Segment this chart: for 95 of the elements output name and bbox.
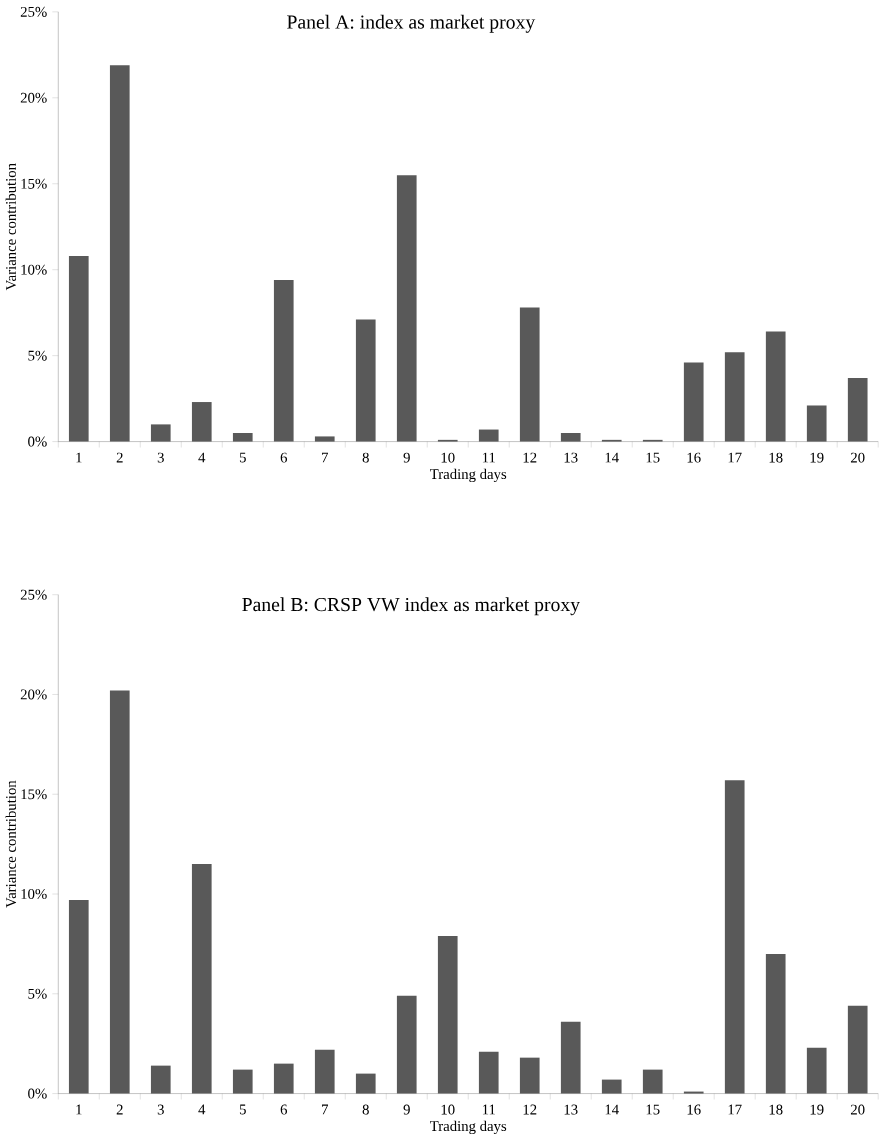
chart-title: Panel B: CRSP VW index as market proxy	[242, 597, 580, 616]
bar	[191, 402, 212, 442]
chart-title: Panel A: index as market proxy	[287, 14, 536, 33]
y-tick-label: 20%	[20, 689, 47, 700]
x-tick-label: 12	[523, 452, 537, 463]
x-tick-label: 15	[646, 452, 660, 463]
x-tick-label: 12	[523, 1104, 537, 1115]
bar	[519, 307, 540, 442]
bar	[724, 352, 745, 442]
bar	[683, 362, 704, 442]
bar	[109, 65, 130, 442]
bar	[683, 1091, 704, 1094]
x-tick-label: 14	[605, 452, 619, 463]
x-tick-label: 20	[850, 1104, 865, 1115]
bar	[478, 429, 499, 442]
bar	[724, 780, 745, 1094]
x-axis-title: Trading days	[430, 468, 507, 483]
bar	[437, 935, 458, 1094]
y-tick-label: 20%	[20, 92, 47, 103]
x-tick-label: 8	[362, 452, 369, 463]
bar	[273, 1063, 294, 1094]
x-tick-label: 11	[482, 1104, 495, 1115]
x-tick-label: 9	[403, 1104, 410, 1115]
y-tick-label: 5%	[28, 350, 47, 361]
x-tick-label: 19	[810, 1104, 824, 1115]
x-tick-label: 10	[441, 1104, 455, 1115]
bar	[150, 1065, 171, 1094]
bar	[355, 319, 376, 442]
bar	[150, 424, 171, 442]
bar	[560, 1021, 581, 1094]
bar	[396, 995, 417, 1094]
x-tick-label: 13	[564, 1104, 578, 1115]
x-tick-label: 4	[198, 452, 206, 463]
x-tick-label: 3	[157, 1104, 164, 1115]
bar	[806, 405, 827, 442]
x-tick-label: 6	[280, 1104, 287, 1115]
x-tick-label: 17	[728, 1104, 742, 1115]
x-tick-label: 5	[239, 1104, 246, 1115]
bar	[519, 1057, 540, 1094]
y-axis-title: Variance contribution	[5, 163, 17, 291]
x-tick-label: 6	[280, 452, 287, 463]
bar	[109, 690, 130, 1094]
x-tick-label: 5	[239, 452, 246, 463]
y-tick-label: 10%	[21, 264, 47, 275]
x-tick-label: 16	[687, 452, 701, 463]
bar	[642, 1069, 663, 1094]
y-tick-label: 25%	[20, 6, 47, 17]
x-tick-label: 11	[482, 452, 495, 463]
bar	[273, 280, 294, 442]
y-axis-title: Variance contribution	[5, 780, 17, 908]
y-tick-label: 10%	[21, 889, 47, 900]
x-tick-label: 7	[322, 452, 328, 463]
x-tick-label: 16	[687, 1104, 701, 1115]
bar	[314, 1049, 335, 1094]
x-tick-label: 18	[769, 452, 783, 463]
x-tick-label: 14	[605, 1104, 619, 1115]
x-tick-label: 13	[564, 452, 578, 463]
bar	[765, 953, 786, 1094]
bar	[560, 432, 581, 442]
x-tick-label: 4	[198, 1104, 206, 1115]
bar	[765, 331, 786, 442]
x-tick-label: 10	[441, 452, 455, 463]
bar	[68, 900, 89, 1094]
y-tick-label: 0%	[28, 1088, 47, 1099]
bar	[806, 1047, 827, 1094]
bar	[478, 1051, 499, 1094]
y-tick-label: 15%	[21, 789, 47, 800]
x-tick-label: 19	[810, 452, 824, 463]
bar	[355, 1073, 376, 1094]
bar	[232, 432, 253, 442]
x-tick-label: 18	[769, 1104, 783, 1115]
x-tick-label: 3	[157, 452, 164, 463]
y-tick-label: 15%	[21, 178, 47, 189]
x-tick-label: 20	[850, 452, 865, 463]
bar	[232, 1069, 253, 1094]
x-tick-label: 15	[646, 1104, 660, 1115]
y-tick-label: 25%	[20, 589, 47, 600]
bar	[601, 1079, 622, 1094]
y-tick-label: 0%	[28, 436, 47, 447]
x-tick-label: 9	[403, 452, 410, 463]
x-tick-label: 1	[76, 452, 82, 463]
bar	[847, 1005, 868, 1094]
x-tick-label: 1	[76, 1104, 82, 1115]
bar	[847, 377, 868, 442]
x-tick-label: 2	[116, 1104, 123, 1115]
x-tick-label: 7	[322, 1104, 328, 1115]
y-tick-label: 5%	[28, 988, 47, 999]
x-tick-label: 17	[728, 452, 742, 463]
x-tick-label: 2	[116, 452, 123, 463]
bar	[68, 255, 89, 442]
x-axis-title: Trading days	[430, 1120, 507, 1135]
x-tick-label: 8	[362, 1104, 369, 1115]
bar	[191, 864, 212, 1094]
bar	[396, 175, 417, 442]
bar	[314, 436, 335, 442]
